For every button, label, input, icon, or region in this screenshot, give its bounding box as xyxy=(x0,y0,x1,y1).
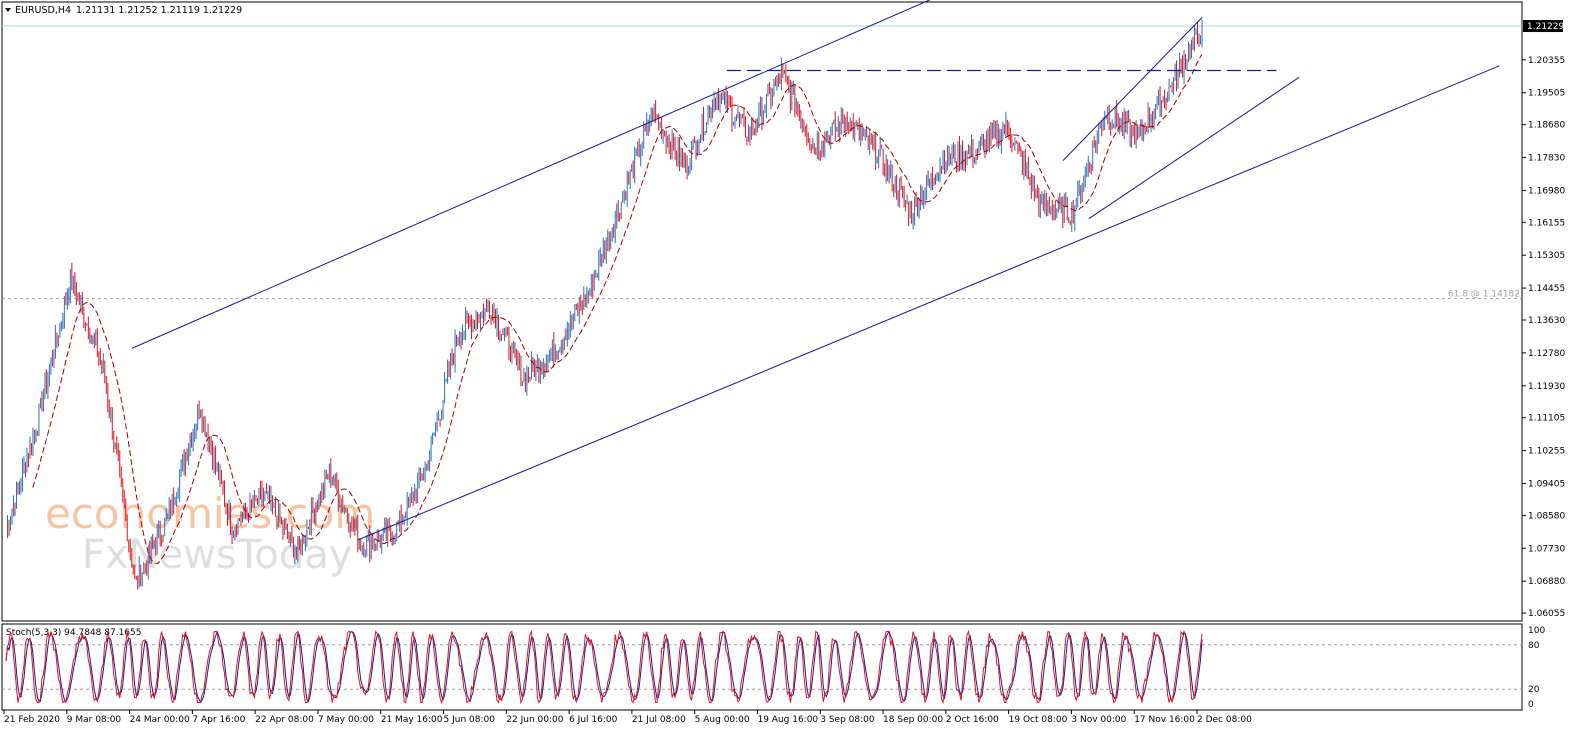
stochastic-label: Stoch(5,3,3) 94.7848 87.1655 xyxy=(6,628,141,638)
symbol-menu-triangle-icon[interactable] xyxy=(5,8,11,12)
quote-values: 1.21131 1.21252 1.21119 1.21229 xyxy=(76,5,242,16)
time-tick-label: 17 Nov 16:00 xyxy=(1134,715,1195,725)
time-axis: 21 Feb 2020 9 Mar 08:00 24 Mar 00:00 7 Apr … xyxy=(3,710,1252,725)
time-tick-label: 6 Jul 16:00 xyxy=(569,715,618,725)
wedge-upper-trendline[interactable] xyxy=(1062,17,1203,161)
price-tick-label: 1.12780 xyxy=(1528,349,1565,359)
time-tick-label: 21 May 16:00 xyxy=(381,715,443,725)
time-tick-label: 5 Jun 08:00 xyxy=(444,715,496,725)
watermark-economies: economies.com xyxy=(45,489,375,538)
price-tick-label: 1.13630 xyxy=(1528,316,1565,326)
time-tick-label: 18 Sep 00:00 xyxy=(883,715,943,725)
price-tick-label: 1.14455 xyxy=(1528,284,1565,294)
fibonacci-level-label: 61.8 @ 1.14182 xyxy=(1448,290,1520,300)
price-tick-label: 1.09405 xyxy=(1528,479,1565,489)
price-tick-label: 1.20355 xyxy=(1528,56,1565,66)
price-tick-label: 1.19505 xyxy=(1528,89,1565,99)
stochastic-main-line xyxy=(5,629,1203,705)
upper-channel-trendline[interactable] xyxy=(131,0,934,349)
time-tick-label: 2 Dec 08:00 xyxy=(1197,715,1252,725)
stochastic-tick-label: 20 xyxy=(1528,685,1540,695)
time-tick-label: 19 Aug 16:00 xyxy=(757,715,818,725)
wedge-lower-trendline[interactable] xyxy=(1088,77,1300,220)
price-tick-label: 1.11105 xyxy=(1528,414,1565,424)
time-tick-label: 3 Nov 00:00 xyxy=(1071,715,1126,725)
time-tick-label: 2 Oct 16:00 xyxy=(946,715,999,725)
price-tick-label: 1.07730 xyxy=(1528,544,1565,554)
time-tick-label: 7 Apr 16:00 xyxy=(192,715,245,725)
moving-average-line xyxy=(32,54,1203,565)
stochastic-tick-label: 100 xyxy=(1528,626,1545,636)
time-tick-label: 5 Aug 00:00 xyxy=(695,715,750,725)
time-tick-label: 24 Mar 00:00 xyxy=(130,715,190,725)
symbol-label: EURUSD,H4 xyxy=(15,5,71,16)
time-tick-label: 19 Oct 08:00 xyxy=(1009,715,1068,725)
price-tick-label: 1.18680 xyxy=(1528,121,1565,131)
price-tick-label: 1.10255 xyxy=(1528,447,1565,457)
stochastic-signal-line xyxy=(5,630,1203,704)
time-tick-label: 3 Sep 08:00 xyxy=(820,715,875,725)
price-tick-label: 1.15305 xyxy=(1528,251,1565,261)
lower-channel-trendline[interactable] xyxy=(358,65,1500,541)
price-tick-label: 1.17830 xyxy=(1528,154,1565,164)
candles xyxy=(6,19,1203,590)
time-tick-label: 22 Apr 08:00 xyxy=(255,715,314,725)
current-price-badge xyxy=(1523,20,1563,33)
price-tick-label: 1.11930 xyxy=(1528,382,1565,392)
time-tick-label: 21 Feb 2020 xyxy=(4,715,60,725)
price-tick-label: 1.06880 xyxy=(1528,577,1565,587)
stochastic-tick-label: 80 xyxy=(1528,641,1540,651)
price-tick-label: 1.16980 xyxy=(1528,186,1565,196)
price-tick-label: 1.08580 xyxy=(1528,511,1565,521)
price-axis: 1.20355 1.19505 1.18680 1.17830 1.16980 1.161… xyxy=(1522,56,1565,619)
time-tick-label: 9 Mar 08:00 xyxy=(67,715,122,725)
time-tick-label: 7 May 00:00 xyxy=(318,715,374,725)
current-price-label: 1.21229 xyxy=(1527,22,1564,32)
price-tick-label: 1.16155 xyxy=(1528,218,1565,228)
time-tick-label: 21 Jul 08:00 xyxy=(632,715,686,725)
time-tick-label: 22 Jun 00:00 xyxy=(506,715,563,725)
price-tick-label: 1.06055 xyxy=(1528,609,1565,619)
stochastic-tick-label: 0 xyxy=(1528,700,1534,710)
